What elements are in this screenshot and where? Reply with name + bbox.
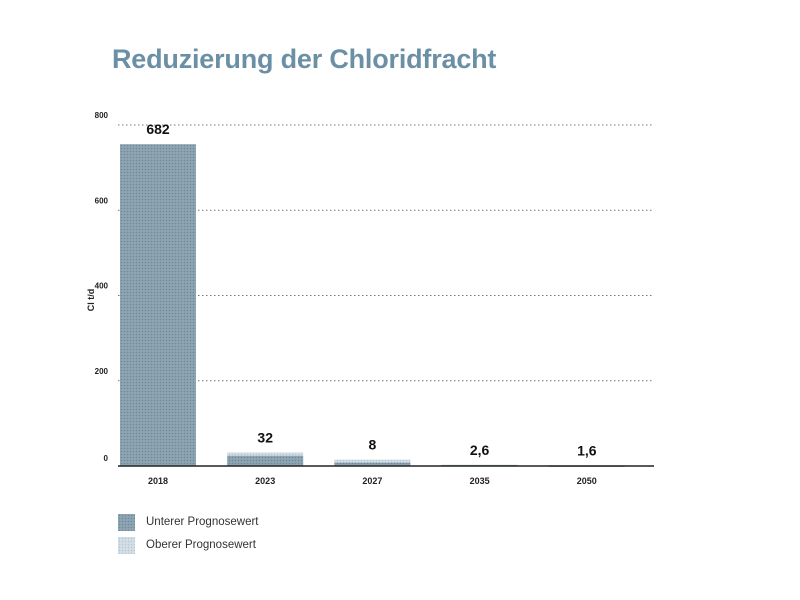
- legend-label-lower: Unterer Prognosewert: [146, 516, 259, 528]
- y-tick-label: 200: [95, 367, 109, 376]
- x-tick-labels: 2018 2023 2027 2035 2050: [148, 476, 597, 486]
- x-tick-label-2027: 2027: [362, 476, 382, 486]
- y-axis-label: Cl t/d: [86, 289, 96, 312]
- x-tick-label-2018: 2018: [148, 476, 168, 486]
- legend: Unterer Prognosewert Oberer Prognosewert: [118, 512, 259, 558]
- y-tick-label: 0: [104, 454, 109, 463]
- y-tick-labels: 0 200 400 600 800: [95, 111, 109, 463]
- x-tick-label-2035: 2035: [470, 476, 490, 486]
- legend-item-lower: Unterer Prognosewert: [118, 512, 259, 532]
- y-tick-label: 400: [95, 282, 109, 291]
- x-tick-label-2050: 2050: [577, 476, 597, 486]
- legend-swatch-upper: [118, 536, 135, 554]
- bar-lower-2018: [120, 144, 196, 466]
- x-tick-label-2023: 2023: [255, 476, 275, 486]
- data-labels: 682 32 8 2,6 1,6: [146, 121, 596, 458]
- legend-swatch-lower: [118, 513, 135, 531]
- y-tick-label: 800: [95, 111, 109, 120]
- grid-lines: [118, 124, 654, 382]
- y-tick-label: 600: [95, 196, 109, 205]
- data-label-2027: 8: [369, 437, 377, 453]
- data-label-2023: 32: [257, 429, 273, 445]
- bar-lower-2027: [334, 462, 411, 466]
- bars: [120, 144, 625, 467]
- chart-title: Reduzierung der Chloridfracht: [112, 44, 497, 74]
- data-label-2035: 2,6: [470, 442, 490, 458]
- legend-item-upper: Oberer Prognosewert: [118, 535, 259, 555]
- data-label-2050: 1,6: [577, 442, 597, 458]
- legend-label-upper: Oberer Prognosewert: [146, 539, 256, 551]
- data-label-2018: 682: [146, 121, 170, 137]
- bar-lower-2023: [227, 455, 304, 466]
